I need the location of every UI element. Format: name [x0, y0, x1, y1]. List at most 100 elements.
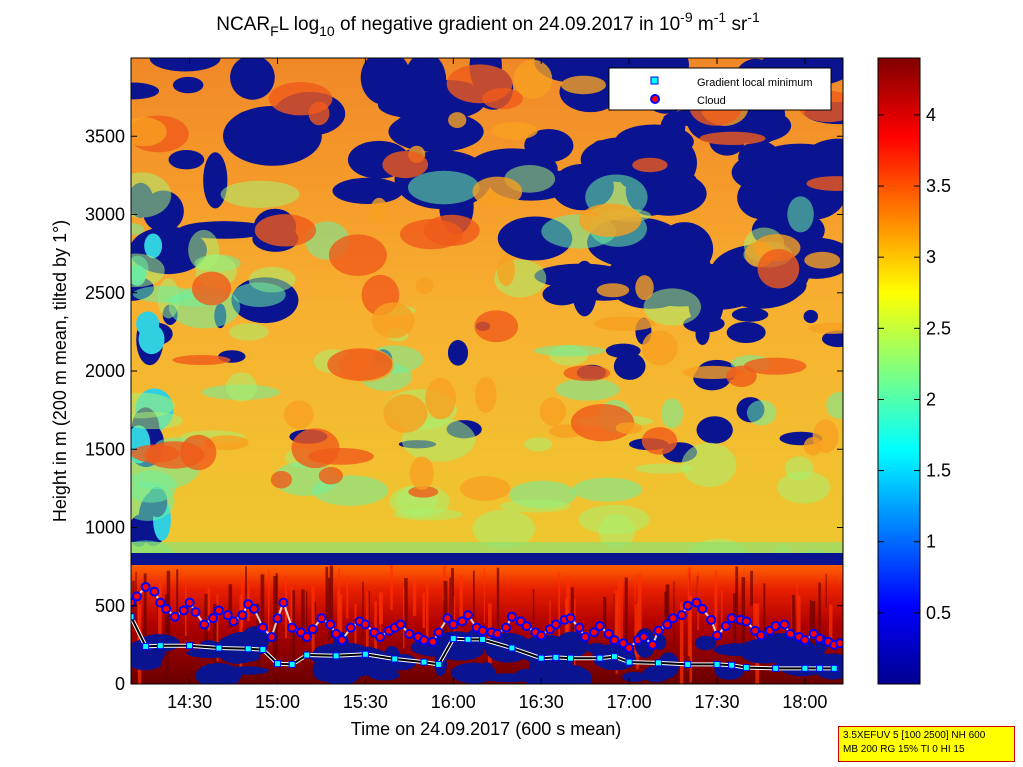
- cloud-point: [155, 597, 166, 608]
- cloud-point: [609, 635, 620, 646]
- y-tick-label: 3500: [85, 126, 125, 146]
- low-layer-streak: [797, 595, 801, 639]
- cloud-point: [624, 643, 635, 654]
- heatmap-blob-green: [643, 288, 702, 326]
- low-layer-streak: [735, 566, 739, 621]
- gradient-min-line: [131, 616, 835, 670]
- heatmap-blob-green: [635, 463, 693, 474]
- low-layer-streak: [426, 584, 429, 643]
- heatmap-blob-green: [131, 481, 175, 521]
- low-layer-streak: [412, 580, 417, 616]
- heatmap-blob-blue: [377, 91, 447, 118]
- colorbar-tick-label: 3: [926, 247, 936, 267]
- heatmap-blob-orange: [425, 378, 457, 420]
- low-layer-streak: [829, 604, 833, 642]
- heatmap-blob-orange: [270, 470, 292, 489]
- heatmap-blob-left: [131, 514, 149, 547]
- heatmap-blob-orange: [131, 117, 167, 147]
- cloud-point: [237, 610, 248, 621]
- low-layer-streak: [158, 581, 162, 660]
- low-layer-streak: [818, 582, 821, 652]
- cloud-point: [287, 622, 298, 633]
- cloud-point: [506, 611, 517, 622]
- cloud-point: [501, 622, 512, 633]
- cloud-point: [565, 613, 576, 624]
- x-tick-label: 16:00: [431, 692, 476, 712]
- low-layer-streak: [791, 594, 795, 635]
- heatmap-blob-orange: [474, 310, 519, 343]
- x-tick-label: 15:00: [255, 692, 300, 712]
- low-layer-streak: [714, 570, 718, 640]
- gradient-min-point: [131, 613, 135, 621]
- colorbar-tick-label: 2.5: [926, 318, 951, 338]
- x-tick-label: 14:30: [167, 692, 212, 712]
- legend-label-cloud: Cloud: [697, 95, 726, 107]
- gradient-min-point: [728, 661, 736, 669]
- low-layer-blob-blue: [195, 663, 242, 684]
- heatmap-blob-orange: [570, 404, 635, 442]
- low-layer-streak: [443, 580, 448, 633]
- gradient-min-series: [131, 613, 838, 672]
- heatmap-blob-orange: [578, 203, 642, 237]
- heatmap-blob-blue: [613, 352, 646, 380]
- low-layer-streak: [329, 565, 334, 638]
- colorbar-tick-label: 2: [926, 389, 936, 409]
- cloud-point: [653, 625, 664, 636]
- heatmap-blob-orange: [205, 435, 249, 451]
- cloud-point: [682, 600, 693, 611]
- gradient-min-point: [801, 664, 809, 672]
- gradient-min-point: [684, 660, 692, 668]
- heatmap-blob-green: [131, 172, 172, 218]
- heatmap-blob-orange: [539, 397, 566, 427]
- low-layer-streak: [390, 565, 393, 610]
- heatmap-blob-orange: [318, 467, 344, 485]
- heatmap-blob-green: [131, 392, 175, 419]
- cloud-point: [360, 619, 371, 630]
- low-layer-streak: [328, 577, 331, 641]
- gradient-min-point: [288, 660, 296, 668]
- gradient-min-point: [464, 635, 472, 643]
- info-line-2: MB 200 RG 15% TI 0 HI 15: [843, 744, 965, 755]
- heatmap-blob-orange: [635, 275, 654, 301]
- cloud-point: [588, 627, 599, 638]
- colorbar-tick-label: 4: [926, 105, 936, 125]
- heatmap-blob-blue: [738, 140, 781, 175]
- low-layer-streak: [311, 586, 315, 662]
- gradient-min-point: [830, 664, 838, 672]
- cloud-point: [199, 619, 210, 630]
- low-layer-streak: [634, 604, 637, 657]
- cloud-point: [662, 619, 673, 630]
- low-layer-blob-blue: [587, 642, 606, 655]
- cloud-point: [448, 619, 459, 630]
- low-layer-streak: [260, 574, 265, 650]
- low-layer-streak: [338, 568, 341, 610]
- gradient-min-point: [508, 644, 516, 652]
- gradient-min-point: [186, 642, 194, 650]
- heatmap-blob-orange: [172, 354, 231, 366]
- heatmap-blob-green: [407, 170, 480, 205]
- heatmap-blob-blue: [737, 176, 788, 220]
- cloud-point: [419, 635, 430, 646]
- gradient-min-point: [259, 646, 267, 654]
- heatmap-blob-orange: [308, 101, 330, 126]
- heatmap-blob-blue: [542, 283, 582, 306]
- heatmap-blob-left: [144, 233, 163, 259]
- gradient-min-point: [391, 655, 399, 663]
- heatmap-blob-green: [225, 372, 258, 402]
- cloud-point: [316, 613, 327, 624]
- low-layer-streak: [305, 591, 308, 629]
- heatmap-blob-orange: [371, 302, 415, 339]
- heatmap-blob-orange: [560, 75, 606, 95]
- heatmap-blob-orange: [409, 456, 434, 490]
- low-layer-streak: [472, 570, 475, 641]
- heatmap-blob-green: [220, 180, 300, 208]
- x-tick-label: 18:00: [782, 692, 827, 712]
- colorbar-gradient: [878, 58, 920, 684]
- x-tick-label: 17:30: [694, 692, 739, 712]
- cloud-point: [785, 628, 796, 639]
- cloud-point: [580, 632, 591, 643]
- gradient-min-point: [142, 642, 150, 650]
- heatmap-blob-left: [136, 311, 160, 337]
- cloud-point: [442, 613, 453, 624]
- cloud-point: [814, 633, 825, 644]
